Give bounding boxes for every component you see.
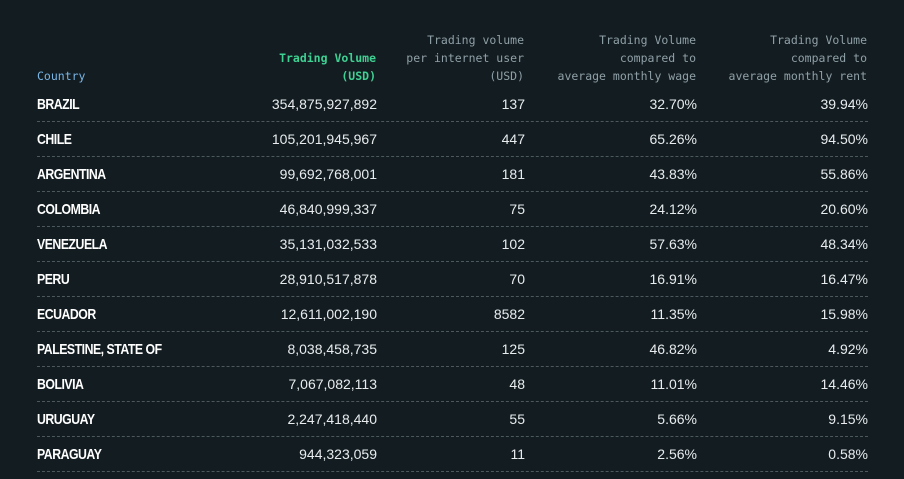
volume-cell: 46,840,999,337 [279,201,377,217]
rent-ratio-cell: 20.60% [820,201,868,217]
per-user-cell: 447 [501,131,525,147]
table-row: VENEZUELA 35,131,032,533 102 57.63% 48.34% [37,227,868,262]
country-cell: CHILE [37,131,72,148]
wage-ratio-cell: 16.91% [649,271,697,287]
rent-ratio-cell: 94.50% [820,131,868,147]
country-cell: PERU [37,271,70,288]
table-row: ECUADOR 12,611,002,190 8582 11.35% 15.98% [37,297,868,332]
per-user-cell: 8582 [493,306,525,322]
volume-cell: 105,201,945,967 [271,131,377,147]
header-trading-volume: Trading Volume (USD) [279,51,376,83]
wage-ratio-cell: 32.70% [649,96,697,112]
per-user-cell: 137 [501,96,525,112]
table-row: PARAGUAY 944,323,059 11 2.56% 0.58% [37,437,868,472]
rent-ratio-cell: 39.94% [820,96,868,112]
volume-cell: 99,692,768,001 [279,166,377,182]
country-cell: BRAZIL [37,96,80,113]
per-user-cell: 11 [510,446,525,462]
rent-ratio-cell: 4.92% [828,341,868,357]
header-volume-vs-wage: Trading Volume compared to average month… [557,33,696,83]
wage-ratio-cell: 43.83% [649,166,697,182]
volume-cell: 2,247,418,440 [287,411,377,427]
wage-ratio-cell: 65.26% [649,131,697,147]
volume-cell: 7,067,082,113 [288,376,378,392]
country-cell: COLOMBIA [37,201,101,218]
country-cell: VENEZUELA [37,236,108,253]
country-cell: PARAGUAY [37,446,102,463]
table-row: PERU 28,910,517,878 70 16.91% 16.47% [37,262,868,297]
header-volume-per-user: Trading volume per internet user (USD) [406,33,524,83]
volume-cell: 944,323,059 [299,446,377,462]
per-user-cell: 48 [509,376,525,392]
rent-ratio-cell: 16.47% [820,271,868,287]
table-row: BRAZIL 354,875,927,892 137 32.70% 39.94% [37,87,868,122]
rent-ratio-cell: 15.98% [820,306,868,322]
per-user-cell: 75 [509,201,525,217]
per-user-cell: 102 [501,236,525,252]
volume-cell: 354,875,927,892 [271,96,377,112]
table-row: ARGENTINA 99,692,768,001 181 43.83% 55.86% [37,157,868,192]
rent-ratio-cell: 14.46% [820,376,868,392]
table-row: CHILE 105,201,945,967 447 65.26% 94.50% [37,122,868,157]
table-header: Country Trading Volume (USD) Trading vol… [0,0,904,85]
country-cell: ARGENTINA [37,166,106,183]
table-body: BRAZIL 354,875,927,892 137 32.70% 39.94% CHIL… [37,87,868,472]
wage-ratio-cell: 5.66% [657,411,697,427]
volume-cell: 12,611,002,190 [280,306,377,322]
table-row: BOLIVIA 7,067,082,113 48 11.01% 14.46% [37,367,868,402]
per-user-cell: 125 [501,341,525,357]
table-row: COLOMBIA 46,840,999,337 75 24.12% 20.60% [37,192,868,227]
volume-cell: 35,131,032,533 [279,236,377,252]
per-user-cell: 55 [509,411,525,427]
wage-ratio-cell: 57.63% [649,236,697,252]
volume-cell: 28,910,517,878 [279,271,377,287]
per-user-cell: 181 [501,166,525,182]
country-cell: PALESTINE, STATE OF [37,341,162,358]
wage-ratio-cell: 2.56% [657,446,697,462]
wage-ratio-cell: 11.35% [650,306,697,322]
country-cell: BOLIVIA [37,376,84,393]
rent-ratio-cell: 0.58% [828,446,868,462]
per-user-cell: 70 [509,271,525,287]
table-row: URUGUAY 2,247,418,440 55 5.66% 9.15% [37,402,868,437]
rent-ratio-cell: 9.15% [828,411,868,427]
header-volume-vs-rent: Trading Volume compared to average month… [728,33,867,83]
rent-ratio-cell: 55.86% [820,166,868,182]
country-cell: URUGUAY [37,411,95,428]
country-cell: ECUADOR [37,306,96,323]
wage-ratio-cell: 24.12% [649,201,697,217]
rent-ratio-cell: 48.34% [820,236,868,252]
wage-ratio-cell: 11.01% [650,376,697,392]
table-row: PALESTINE, STATE OF 8,038,458,735 125 46.82… [37,332,868,367]
header-country: Country [37,69,86,83]
wage-ratio-cell: 46.82% [649,341,697,357]
volume-cell: 8,038,458,735 [287,341,377,357]
